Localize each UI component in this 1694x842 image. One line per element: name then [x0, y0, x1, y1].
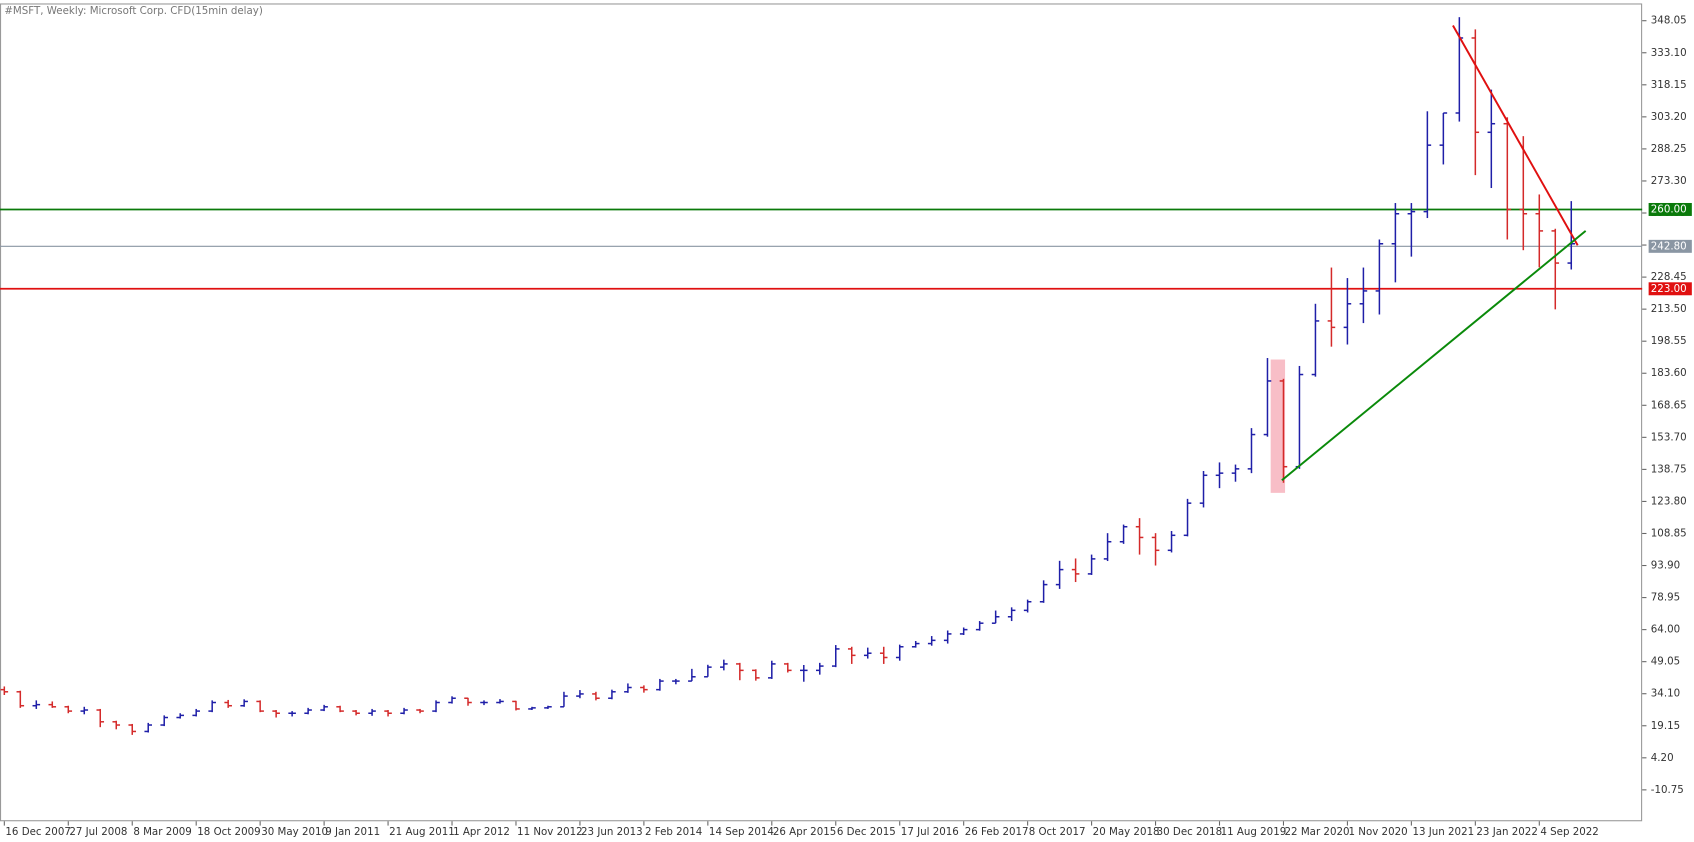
x-tick-label: 18 Oct 2009: [197, 826, 260, 838]
x-tick-label: 21 Aug 2011: [389, 826, 455, 838]
y-tick-label: 49.05: [1651, 656, 1680, 668]
y-tick-label: 318.15: [1651, 79, 1687, 91]
y-tick-label: -10.75: [1651, 784, 1684, 796]
y-tick-label: 303.20: [1651, 111, 1687, 123]
y-tick-label: 273.30: [1651, 175, 1687, 187]
x-tick-label: 8 Oct 2017: [1029, 826, 1086, 838]
y-tick-label: 78.95: [1651, 592, 1680, 604]
y-tick-label: 123.80: [1651, 495, 1687, 507]
x-tick-label: 13 Jun 2021: [1412, 826, 1474, 838]
x-tick-label: 2 Feb 2014: [645, 826, 702, 838]
trend-line: [1452, 25, 1579, 246]
x-tick-label: 1 Apr 2012: [453, 826, 510, 838]
x-tick-label: 22 Mar 2020: [1285, 826, 1350, 838]
x-tick-label: 1 Nov 2020: [1349, 826, 1408, 838]
x-tick-label: 26 Apr 2015: [773, 826, 836, 838]
y-tick-label: 19.15: [1651, 720, 1680, 732]
price-level-box: [1648, 282, 1692, 296]
highlight-zone: [1270, 359, 1286, 493]
price-level-box: [1648, 202, 1692, 216]
x-tick-label: 23 Jun 2013: [581, 826, 643, 838]
x-tick-label: 16 Dec 2007: [5, 826, 70, 838]
y-tick-label: 213.50: [1651, 303, 1687, 315]
y-tick-label: 4.20: [1651, 752, 1674, 764]
x-tick-label: 11 Aug 2019: [1221, 826, 1287, 838]
x-tick-label: 30 Dec 2018: [1157, 826, 1222, 838]
y-tick-label: 34.10: [1651, 688, 1680, 700]
x-tick-label: 9 Jan 2011: [325, 826, 380, 838]
x-tick-label: 26 Feb 2017: [965, 826, 1029, 838]
plot-frame: [0, 3, 1643, 822]
y-tick-label: 333.10: [1651, 47, 1687, 59]
price-level-box: [1648, 239, 1692, 253]
y-tick-label: 288.25: [1651, 143, 1687, 155]
x-tick-label: 27 Jul 2008: [69, 826, 127, 838]
price-level-label: 260.00: [1651, 203, 1687, 215]
x-tick-label: 8 Mar 2009: [133, 826, 191, 838]
y-tick-label: 183.60: [1651, 367, 1687, 379]
x-tick-label: 11 Nov 2012: [517, 826, 583, 838]
y-tick-label: 153.70: [1651, 431, 1687, 443]
x-tick-label: 17 Jul 2016: [901, 826, 959, 838]
trend-line: [1281, 230, 1587, 481]
x-tick-label: 4 Sep 2022: [1540, 826, 1598, 838]
x-tick-label: 20 May 2018: [1093, 826, 1160, 838]
chart-title: #MSFT, Weekly: Microsoft Corp. CFD(15min…: [4, 5, 263, 17]
y-tick-label: 168.65: [1651, 399, 1687, 411]
price-level-label: 242.80: [1651, 240, 1687, 252]
x-tick-label: 30 May 2010: [261, 826, 328, 838]
x-tick-label: 23 Jan 2022: [1476, 826, 1537, 838]
y-tick-label: 348.05: [1651, 15, 1687, 27]
y-tick-label: 93.90: [1651, 560, 1680, 572]
y-tick-label: 228.45: [1651, 271, 1687, 283]
y-tick-label: 198.55: [1651, 335, 1687, 347]
price-level-label: 223.00: [1651, 283, 1687, 295]
x-tick-label: 6 Dec 2015: [837, 826, 896, 838]
y-tick-label: 138.75: [1651, 463, 1687, 475]
y-tick-label: 64.00: [1651, 624, 1680, 636]
y-tick-label: 108.85: [1651, 527, 1687, 539]
x-tick-label: 14 Sep 2014: [709, 826, 774, 838]
